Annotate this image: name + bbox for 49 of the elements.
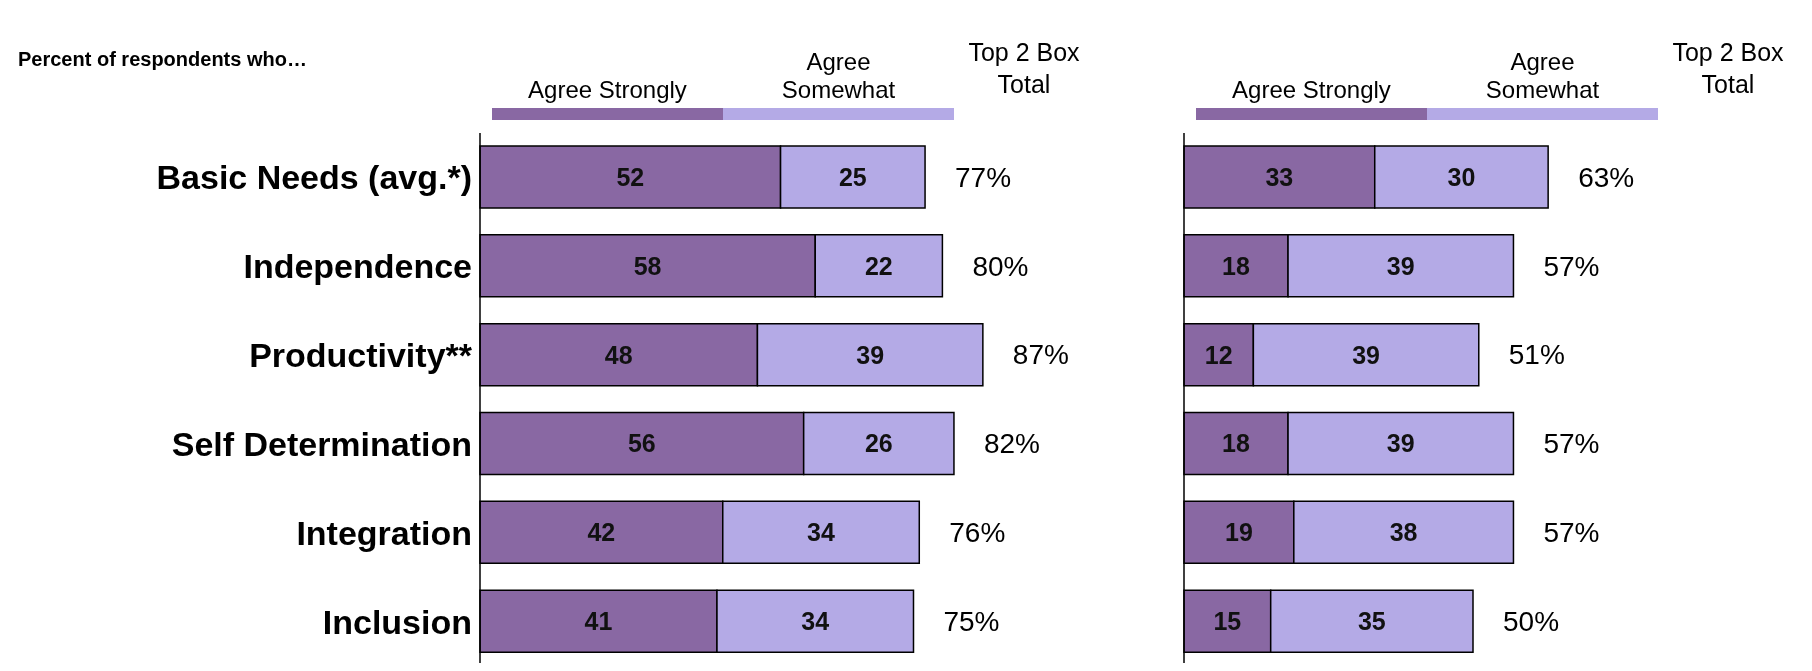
data-label: 22 xyxy=(864,251,893,280)
total-label: 82% xyxy=(983,428,1040,460)
data-label: 18 xyxy=(1222,251,1251,280)
data-label: 42 xyxy=(587,518,616,547)
total-label: 57% xyxy=(1543,428,1600,460)
y-tick-label: Productivity** xyxy=(249,336,473,375)
data-label: 15 xyxy=(1213,607,1242,636)
y-tick-label: Inclusion xyxy=(322,602,472,641)
data-label: 34 xyxy=(801,607,830,636)
series-label: Agree Strongly xyxy=(1231,76,1392,104)
total-label: 57% xyxy=(1543,250,1600,282)
data-label: 34 xyxy=(807,518,836,547)
data-label: 39 xyxy=(1386,251,1415,280)
data-label: 52 xyxy=(616,162,645,191)
total-label: 76% xyxy=(949,517,1006,549)
total-label: 75% xyxy=(943,605,1000,637)
data-label: 30 xyxy=(1447,162,1476,191)
total-label: 63% xyxy=(1578,161,1635,193)
series-label: Agree Strongly xyxy=(527,76,688,104)
total-label: 57% xyxy=(1543,517,1600,549)
text: Top 2 Box Total xyxy=(967,37,1081,100)
y-tick-label: Self Determination xyxy=(171,424,472,463)
total-label: 80% xyxy=(972,250,1029,282)
y-tick-label: Integration xyxy=(296,513,472,552)
data-label: 18 xyxy=(1222,429,1251,458)
data-label: 48 xyxy=(604,340,633,369)
data-label: 19 xyxy=(1225,518,1253,547)
series-label: Agree Somewhat xyxy=(780,48,897,104)
y-tick-label: Basic Needs (avg.*) xyxy=(156,158,472,197)
data-label: 12 xyxy=(1204,340,1233,369)
data-label: 25 xyxy=(838,162,867,191)
data-label: 56 xyxy=(627,429,656,458)
data-label: 58 xyxy=(633,251,662,280)
text: Percent of respondents who… xyxy=(18,48,307,71)
data-label: 38 xyxy=(1389,518,1418,547)
text: Top 2 Box Total xyxy=(1671,37,1785,100)
series-label: Agree Somewhat xyxy=(1484,48,1601,104)
data-label: 39 xyxy=(1352,340,1380,369)
data-label: 39 xyxy=(1386,429,1415,458)
y-tick-label: Independence xyxy=(243,247,472,286)
total-label: 87% xyxy=(1012,339,1069,371)
total-label: 77% xyxy=(955,161,1012,193)
data-label: 33 xyxy=(1265,162,1294,191)
data-label: 41 xyxy=(584,607,613,636)
data-label: 39 xyxy=(856,340,885,369)
data-label: 26 xyxy=(864,429,893,458)
total-label: 51% xyxy=(1508,339,1565,371)
total-label: 50% xyxy=(1503,605,1560,637)
data-label: 35 xyxy=(1357,607,1386,636)
